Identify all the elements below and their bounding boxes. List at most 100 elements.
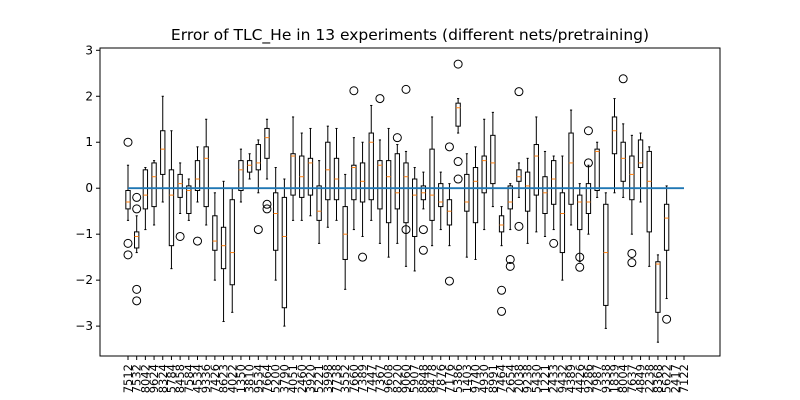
box-iqr [559,192,566,254]
box-1839 [611,98,618,194]
x-tick-label: 7660 [347,364,361,393]
outlier-point [132,296,142,306]
box-iqr [507,185,513,210]
box-8220 [392,133,402,244]
box-iqr [385,160,392,224]
box-iqr [142,169,149,210]
x-tick-label: 5430 [529,364,543,393]
outlier-point [627,248,637,258]
x-tick-label: 5784 [164,364,178,393]
outlier-point [262,204,272,214]
box-3920 [307,127,314,217]
box-iqr [637,139,644,169]
x-tick-label: 4051 [286,364,300,393]
box-iqr [455,102,461,127]
box-7512 [123,137,133,260]
y-tick-label: 2 [85,89,93,103]
outlier-point [262,199,272,209]
box-iqr [168,169,175,247]
x-tick-label: 4849 [634,364,648,393]
box-3552 [342,173,348,290]
box-iqr [620,141,626,182]
outlier-point [123,238,133,248]
x-tick-label: 8368 [651,364,665,393]
box-iqr [220,226,227,270]
box-2654 [505,183,515,271]
x-tick-label: 7122 [677,364,691,393]
box-iqr [577,194,583,231]
box-4534 [193,146,202,246]
box-iqr [533,144,539,196]
box-5907 [412,167,418,272]
x-tick-label: 9432 [555,364,569,393]
outlier-point [505,261,515,271]
box-iqr [377,160,383,210]
box-9740 [472,146,479,260]
outlier-point [505,254,515,264]
x-tick-label: 7464 [495,364,509,393]
outlier-point [575,262,585,272]
outlier-point [175,231,185,241]
x-tick-label: 2433 [547,364,561,393]
box-iqr [655,261,661,313]
outlier-point [549,238,559,248]
box-iqr [238,160,244,192]
outlier-point [401,225,411,235]
box-5221 [316,160,322,244]
box-1221 [542,150,548,237]
box-iqr [464,173,470,212]
box-8004 [618,74,628,198]
x-tick-label: 7987 [590,364,604,393]
box-iqr [342,206,348,260]
box-7447 [368,104,374,221]
outlier-point [497,306,507,316]
x-tick-label: 1403 [460,364,474,393]
box-iqr [394,153,400,210]
outlier-point [444,142,454,152]
box-4389 [568,109,574,226]
outlier-point [453,59,463,69]
box-iqr [403,162,409,224]
x-tick-label: 5386 [451,364,465,393]
outlier-point [514,221,524,231]
x-tick-label: 8991 [486,364,500,393]
box-9534 [253,139,263,235]
box-8042 [142,167,149,231]
box-8478 [429,116,435,247]
box-iqr [212,215,218,251]
box-7660 [349,86,359,231]
box-4426 [575,183,585,272]
box-iqr [177,173,183,198]
box-iqr [307,157,314,196]
plot-area [123,59,684,343]
box-9336 [203,118,209,226]
box-1350 [238,148,244,203]
x-tick-label: 8324 [156,364,170,393]
box-iqr [203,146,209,208]
box-iqr [186,185,192,214]
outlier-point [453,157,463,167]
box-iqr [290,153,296,196]
box-iqr [125,190,131,210]
x-tick-label: 1350 [234,364,248,393]
outlier-point [123,137,133,147]
box-8991 [490,111,496,208]
box-iqr [359,162,366,203]
box-7987 [594,141,600,198]
x-tick-label: 3920 [303,364,317,393]
x-tick-label: 2460 [295,364,309,393]
box-5784 [168,130,175,270]
axes: −3 −2 −1 0 1 2 3 751275328042962483245784845875… [75,43,721,393]
outlier-point [444,276,454,286]
outlier-point [418,225,428,235]
box-7738 [333,127,340,221]
x-tick-label: 5907 [408,364,422,393]
box-iqr [229,199,235,286]
box-3998 [325,125,331,228]
box-iqr [194,160,201,192]
box-iqr [585,183,592,214]
box-2433 [549,155,559,248]
box-iqr [246,160,253,173]
outlier-point [418,245,428,255]
